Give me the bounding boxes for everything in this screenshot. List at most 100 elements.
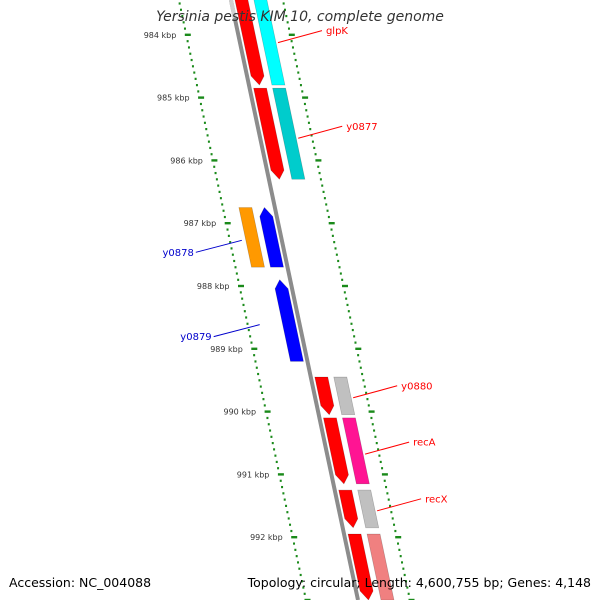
- right-tick-track-minor-tick: [359, 366, 362, 369]
- left-tick-track-minor-tick: [179, 8, 182, 11]
- gene-y0879-label: y0879: [180, 332, 211, 343]
- right-tick-track-major-tick: [381, 473, 388, 476]
- left-tick-track-minor-tick: [193, 71, 196, 74]
- gene-y0879-callout-line: [213, 324, 260, 338]
- gene-recA-label: recA: [413, 438, 436, 449]
- left-tick-track-minor-tick: [293, 542, 296, 545]
- left-tick-track-major-tick: [211, 159, 218, 162]
- right-tick-track-minor-tick: [303, 102, 306, 106]
- left-tick-track-minor-tick: [299, 573, 302, 577]
- right-tick-track-minor-tick: [313, 146, 316, 150]
- right-tick-track-major-tick: [368, 410, 375, 413]
- right-tick-track-minor-tick: [286, 21, 289, 24]
- right-tick-track-minor-tick: [405, 580, 408, 583]
- left-tick-track-major-tick: [198, 96, 205, 99]
- left-tick-track-minor-tick: [218, 190, 221, 193]
- right-tick-track-minor-tick: [367, 404, 370, 407]
- left-tick-track-minor-tick: [302, 586, 305, 589]
- left-tick-track-minor-tick: [195, 84, 198, 87]
- right-tick-track-major-tick: [342, 284, 348, 288]
- left-tick-track-minor-tick: [207, 140, 210, 143]
- right-tick-track-minor-tick: [325, 203, 328, 206]
- right-tick-track-minor-tick: [294, 58, 297, 62]
- left-tick-track-minor-tick: [287, 517, 290, 520]
- left-tick-track-minor-tick: [285, 504, 288, 507]
- left-tick-track-major-tick: [277, 473, 284, 476]
- gene-glpK-label: glpK: [326, 26, 348, 37]
- gene-y0878-bar: [238, 207, 265, 268]
- gene-glpK-cog-bar: [253, 0, 286, 86]
- right-tick-track-minor-tick: [398, 548, 401, 551]
- right-tick-track-minor-tick: [401, 561, 404, 564]
- right-tick-track-minor-tick: [331, 234, 334, 237]
- tick-label-985: 985 kbp: [157, 94, 190, 103]
- gene-recA-callout-line: [364, 441, 410, 455]
- gene-recX-cog-bar: [357, 489, 380, 529]
- left-tick-track-minor-tick: [239, 291, 242, 294]
- left-tick-track-minor-tick: [281, 485, 284, 489]
- left-tick-track-minor-tick: [286, 511, 289, 514]
- left-tick-track-minor-tick: [298, 567, 301, 570]
- right-tick-track-minor-tick: [322, 190, 325, 193]
- left-tick-track-minor-tick: [217, 184, 220, 187]
- gene-recA-arrow: [323, 417, 349, 485]
- right-tick-track-minor-tick: [377, 448, 380, 451]
- left-tick-track-minor-tick: [255, 366, 258, 369]
- right-tick-track-minor-tick: [311, 140, 314, 143]
- gene-y0880-label: y0880: [401, 381, 432, 392]
- right-tick-track-minor-tick: [310, 134, 313, 137]
- right-tick-track-minor-tick: [407, 592, 410, 595]
- left-tick-track-minor-tick: [234, 266, 237, 269]
- right-tick-track-minor-tick: [295, 65, 298, 68]
- left-tick-track-minor-tick: [223, 215, 226, 219]
- right-tick-track-minor-tick: [386, 492, 389, 495]
- right-tick-track-minor-tick: [305, 109, 308, 112]
- right-tick-track-minor-tick: [394, 529, 397, 533]
- gene-y0879-arrow: [274, 279, 304, 362]
- right-tick-track-minor-tick: [343, 291, 346, 294]
- left-tick-track-minor-tick: [247, 328, 250, 332]
- right-tick-track-minor-tick: [350, 322, 353, 325]
- left-tick-track-minor-tick: [182, 21, 185, 24]
- gene-recX-label: recX: [425, 494, 448, 505]
- left-tick-track-minor-tick: [230, 247, 233, 250]
- left-tick-track-minor-tick: [219, 197, 222, 200]
- gene-y0877-callout-line: [298, 125, 343, 139]
- right-tick-track-minor-tick: [345, 297, 348, 300]
- right-tick-track-minor-tick: [358, 360, 361, 363]
- right-tick-track-minor-tick: [399, 555, 402, 558]
- left-tick-track-minor-tick: [269, 429, 272, 432]
- right-tick-track-minor-tick: [318, 171, 321, 175]
- right-tick-track-minor-tick: [362, 379, 365, 382]
- right-tick-track-minor-tick: [317, 165, 320, 168]
- left-tick-track-minor-tick: [257, 372, 260, 376]
- left-tick-track-minor-tick: [289, 523, 292, 526]
- right-tick-track-minor-tick: [366, 398, 369, 401]
- right-tick-track-minor-tick: [370, 416, 373, 420]
- right-tick-track-minor-tick: [383, 479, 386, 482]
- gene-y0878-label: y0878: [162, 248, 193, 259]
- left-tick-track-minor-tick: [253, 354, 256, 357]
- left-tick-track-minor-tick: [282, 492, 285, 495]
- left-tick-track-minor-tick: [205, 128, 208, 131]
- left-tick-track-major-tick: [224, 222, 231, 225]
- right-tick-track-minor-tick: [298, 77, 301, 80]
- right-tick-track-minor-tick: [357, 354, 360, 357]
- right-tick-track-minor-tick: [347, 310, 350, 313]
- right-tick-track-minor-tick: [387, 498, 390, 501]
- left-tick-track-minor-tick: [259, 385, 262, 388]
- left-tick-track-minor-tick: [254, 360, 257, 363]
- left-tick-track-minor-tick: [246, 322, 249, 325]
- right-tick-track-minor-tick: [397, 542, 400, 545]
- left-tick-track-minor-tick: [267, 423, 270, 426]
- gene-y0878-arrow: [259, 206, 284, 268]
- left-tick-track-minor-tick: [249, 335, 252, 338]
- left-tick-track-major-tick: [238, 284, 244, 288]
- right-tick-track-minor-tick: [293, 52, 296, 55]
- left-tick-track-minor-tick: [203, 121, 206, 124]
- left-tick-track-minor-tick: [303, 592, 306, 595]
- genome-title: Yersinia pestis KIM 10, complete genome: [156, 9, 444, 25]
- left-tick-track-minor-tick: [199, 102, 202, 106]
- tick-label-986: 986 kbp: [170, 156, 203, 165]
